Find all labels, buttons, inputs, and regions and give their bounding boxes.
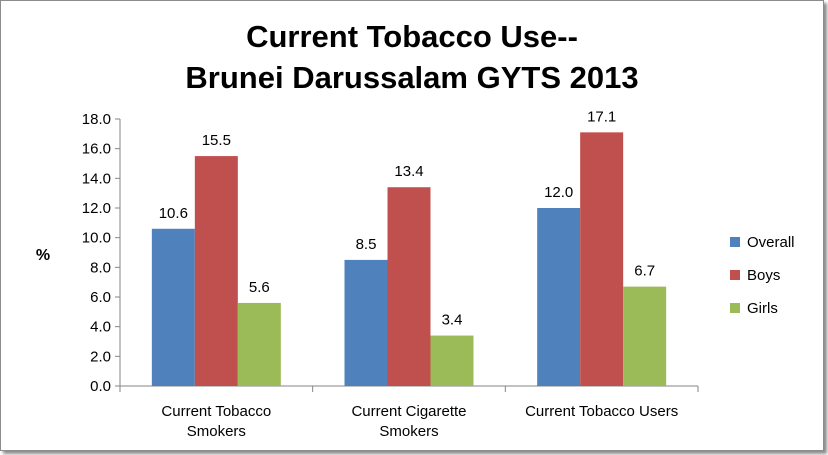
data-label-girls: 3.4 xyxy=(442,312,463,329)
data-label-boys: 15.5 xyxy=(202,132,231,149)
legend-swatch-overall xyxy=(730,237,740,247)
legend-swatch-girls xyxy=(730,303,740,313)
data-label-boys: 13.4 xyxy=(394,163,423,180)
legend-label-overall: Overall xyxy=(747,234,795,251)
legend-swatch-boys xyxy=(730,270,740,280)
data-label-overall: 12.0 xyxy=(544,184,573,201)
bar-boys xyxy=(387,187,431,386)
y-tick-label: 10.0 xyxy=(82,230,111,247)
y-tick-label: 6.0 xyxy=(90,289,111,306)
data-label-girls: 5.6 xyxy=(249,279,270,296)
data-label-girls: 6.7 xyxy=(634,263,655,280)
bar-chart: Current Tobacco Use-- Brunei Darussalam G… xyxy=(36,19,795,440)
y-tick-label: 16.0 xyxy=(82,141,111,158)
y-tick-label: 12.0 xyxy=(82,200,111,217)
y-tick-label: 4.0 xyxy=(90,319,111,336)
chart-title-line-2: Brunei Darussalam GYTS 2013 xyxy=(185,60,638,95)
y-tick-label: 18.0 xyxy=(82,111,111,128)
bar-girls xyxy=(623,286,667,386)
category-label: Current Tobacco xyxy=(161,403,271,420)
y-tick-label: 2.0 xyxy=(90,348,111,365)
data-label-overall: 10.6 xyxy=(159,205,188,222)
data-label-boys: 17.1 xyxy=(587,108,616,125)
y-tick-label: 14.0 xyxy=(82,170,111,187)
bar-boys xyxy=(580,132,624,386)
bar-overall xyxy=(151,228,195,386)
y-axis-label: % xyxy=(36,247,50,264)
y-tick-label: 8.0 xyxy=(90,259,111,276)
category-label: Smokers xyxy=(379,423,438,440)
category-label: Current Cigarette xyxy=(351,403,466,420)
category-label: Smokers xyxy=(187,423,246,440)
legend-label-boys: Boys xyxy=(747,267,780,284)
bar-girls xyxy=(430,335,474,386)
bar-overall xyxy=(537,208,581,386)
chart-title-line-1: Current Tobacco Use-- xyxy=(246,19,578,54)
bar-boys xyxy=(194,156,238,386)
category-label: Current Tobacco Users xyxy=(525,403,678,420)
data-label-overall: 8.5 xyxy=(356,236,377,253)
bar-overall xyxy=(344,259,388,386)
y-tick-label: 0.0 xyxy=(90,378,111,395)
legend-label-girls: Girls xyxy=(747,300,778,317)
bar-girls xyxy=(237,302,281,386)
